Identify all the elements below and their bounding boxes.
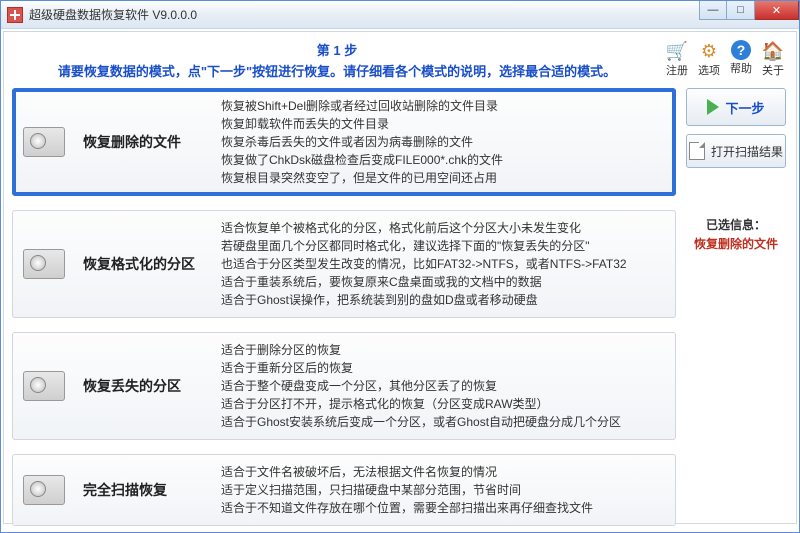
maximize-button[interactable]: □ xyxy=(727,1,755,20)
file-icon xyxy=(689,142,705,160)
main-area: 恢复删除的文件恢复被Shift+Del删除或者经过回收站删除的文件目录恢复卸载软… xyxy=(8,88,792,526)
help-button[interactable]: ?帮助 xyxy=(730,40,752,78)
step-number: 第 1 步 xyxy=(8,40,666,59)
mode-title: 恢复丢失的分区 xyxy=(83,376,203,396)
selection-value: 恢复删除的文件 xyxy=(694,235,778,252)
mode-list: 恢复删除的文件恢复被Shift+Del删除或者经过回收站删除的文件目录恢复卸载软… xyxy=(12,88,676,526)
hdd-icon xyxy=(23,371,65,401)
hdd-icon xyxy=(23,475,65,505)
window-controls: — □ ✕ xyxy=(699,1,799,20)
mode-option-0[interactable]: 恢复删除的文件恢复被Shift+Del删除或者经过回收站删除的文件目录恢复卸载软… xyxy=(12,88,676,196)
app-window: 超级硬盘数据恢复软件 V9.0.0.0 — □ ✕ 第 1 步 请要恢复数据的模… xyxy=(0,0,800,533)
mode-title: 完全扫描恢复 xyxy=(83,480,203,500)
mode-option-1[interactable]: 恢复格式化的分区适合恢复单个被格式化的分区，格式化前后这个分区大小未发生变化若硬… xyxy=(12,210,676,318)
mode-option-2[interactable]: 恢复丢失的分区适合于删除分区的恢复适合于重新分区后的恢复适合于整个硬盘变成一个分… xyxy=(12,332,676,440)
mode-description: 适合于删除分区的恢复适合于重新分区后的恢复适合于整个硬盘变成一个分区，其他分区丢… xyxy=(221,341,621,431)
register-button[interactable]: 🛒注册 xyxy=(666,40,688,78)
close-button[interactable]: ✕ xyxy=(755,1,799,20)
open-result-button[interactable]: 打开扫描结果 xyxy=(686,134,786,168)
right-panel: 下一步 打开扫描结果 已选信息： 恢复删除的文件 xyxy=(684,88,788,526)
window-title: 超级硬盘数据恢复软件 V9.0.0.0 xyxy=(29,6,197,23)
mode-title: 恢复删除的文件 xyxy=(83,132,203,152)
home-icon: 🏠 xyxy=(762,40,784,62)
app-icon xyxy=(7,7,23,23)
titlebar: 超级硬盘数据恢复软件 V9.0.0.0 — □ ✕ xyxy=(1,1,799,29)
help-icon: ? xyxy=(731,40,751,60)
mode-description: 适合恢复单个被格式化的分区，格式化前后这个分区大小未发生变化若硬盘里面几个分区都… xyxy=(221,219,627,309)
content-area: 第 1 步 请要恢复数据的模式，点"下一步"按钮进行恢复。请仔细看各个模式的说明… xyxy=(3,31,797,524)
gear-icon: ⚙ xyxy=(698,40,720,62)
mode-description: 适合于文件名被破坏后，无法根据文件名恢复的情况适于定义扫描范围，只扫描硬盘中某部… xyxy=(221,463,593,517)
hdd-icon xyxy=(23,127,65,157)
next-button[interactable]: 下一步 xyxy=(686,88,786,126)
step-info: 第 1 步 请要恢复数据的模式，点"下一步"按钮进行恢复。请仔细看各个模式的说明… xyxy=(8,40,666,80)
arrow-right-icon xyxy=(707,99,719,115)
mode-description: 恢复被Shift+Del删除或者经过回收站删除的文件目录恢复卸载软件而丢失的文件… xyxy=(221,97,503,187)
toolbar: 🛒注册 ⚙选项 ?帮助 🏠关于 xyxy=(666,40,792,78)
options-button[interactable]: ⚙选项 xyxy=(698,40,720,78)
selection-label: 已选信息： xyxy=(694,216,778,233)
minimize-button[interactable]: — xyxy=(699,1,727,20)
mode-option-3[interactable]: 完全扫描恢复适合于文件名被破坏后，无法根据文件名恢复的情况适于定义扫描范围，只扫… xyxy=(12,454,676,526)
step-description: 请要恢复数据的模式，点"下一步"按钮进行恢复。请仔细看各个模式的说明，选择最合适… xyxy=(8,61,666,80)
header-row: 第 1 步 请要恢复数据的模式，点"下一步"按钮进行恢复。请仔细看各个模式的说明… xyxy=(8,36,792,88)
hdd-icon xyxy=(23,249,65,279)
selection-info: 已选信息： 恢复删除的文件 xyxy=(694,216,778,252)
about-button[interactable]: 🏠关于 xyxy=(762,40,784,78)
cart-icon: 🛒 xyxy=(666,40,688,62)
mode-title: 恢复格式化的分区 xyxy=(83,254,203,274)
